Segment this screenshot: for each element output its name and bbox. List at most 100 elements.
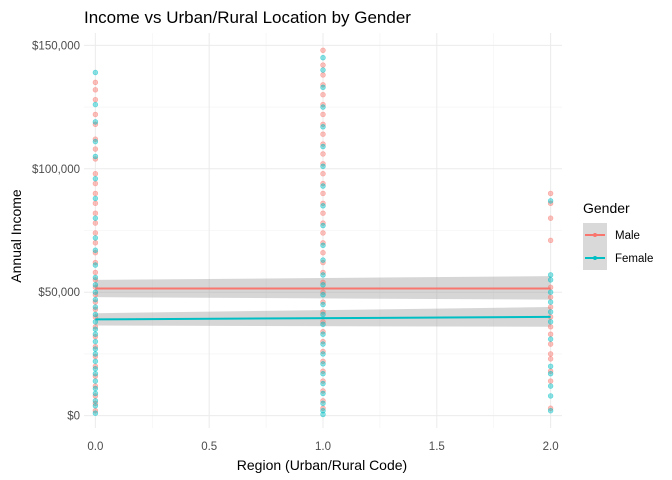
data-point-female [547,299,554,305]
data-point-female [547,383,554,389]
data-point-male [320,131,326,137]
data-point-male [92,87,99,93]
data-point-female [547,336,554,342]
data-point-male [320,151,326,157]
data-points [92,47,554,418]
data-point-female [320,104,326,110]
legend-dot-female [593,256,597,260]
data-point-female [547,309,554,315]
data-point-female [547,272,554,278]
data-point-female [547,198,554,204]
data-point-female [547,319,554,325]
data-point-female [92,296,99,303]
data-point-male [547,237,554,244]
data-point-female [92,410,99,416]
data-point-female [320,370,326,377]
data-point-female [92,311,99,318]
data-point-female [320,321,326,328]
x-tick-label: 2.0 [543,441,559,453]
data-point-male [92,240,99,246]
data-point-male [92,96,99,103]
data-point-female [320,84,326,91]
y-tick-label: $150,000 [32,40,80,52]
data-point-female [320,143,326,150]
data-point-female [320,222,326,229]
y-tick-label: $0 [67,411,80,423]
data-point-female [92,304,99,310]
data-point-female [547,277,554,283]
data-point-male [547,324,554,330]
x-tick-label: 1.0 [315,441,331,453]
data-point-male [92,146,99,152]
data-point-female [320,291,326,298]
data-point-female [92,195,99,202]
data-point-female [92,247,99,253]
data-point-female [92,175,99,182]
data-point-female [320,242,326,249]
data-point-male [92,111,99,118]
data-point-female [92,403,99,409]
legend-title: Gender [583,200,630,216]
data-point-female [92,289,99,295]
data-point-male [547,190,554,197]
data-point-male [547,341,554,347]
data-point-female [92,319,99,325]
data-point-female [92,385,99,392]
data-point-male [547,331,554,337]
data-point-female [320,400,326,407]
y-axis-title: Annual Income [8,189,24,283]
data-point-female [320,272,326,278]
data-point-female [92,235,99,241]
x-tick-label: 0.0 [87,441,103,453]
data-point-female [92,366,99,372]
data-point-male [92,190,99,197]
data-point-female [92,326,99,332]
data-point-female [547,363,554,369]
data-point-male [320,62,326,68]
data-point-female [320,301,326,308]
data-point-female [92,153,99,160]
data-point-male [320,250,326,256]
chart-title: Income vs Urban/Rural Location by Gender [84,8,411,27]
data-point-female [92,331,99,337]
legend-label-male: Male [615,230,640,242]
data-point-female [320,67,326,73]
data-point-male [92,171,99,177]
data-point-male [92,79,99,86]
data-point-male [547,356,554,362]
data-point-female [92,119,99,125]
x-tick-label: 1.5 [429,441,445,453]
data-point-male [320,47,326,53]
data-point-female [320,351,326,357]
y-axis-ticks: $0 $50,000 $100,000 $150,000 [32,40,80,422]
trend-lines [95,287,551,321]
data-point-male [320,190,326,197]
data-point-male [320,92,326,98]
data-point-female [92,346,99,352]
data-point-male [320,210,326,216]
data-point-female [320,257,326,263]
y-tick-label: $50,000 [38,287,80,299]
data-point-female [320,203,326,209]
legend-label-female: Female [615,253,653,265]
data-point-male [320,171,326,177]
data-point-female [92,358,99,365]
data-point-male [92,200,99,207]
data-point-female [320,390,326,397]
data-point-female [92,101,99,108]
legend-entry-female: Female [583,246,653,270]
data-point-female [547,393,554,399]
data-point-male [547,378,554,384]
x-tick-label: 0.5 [201,441,217,453]
trend-line-female [95,315,551,321]
data-point-male [547,304,554,310]
data-point-female [547,370,554,377]
data-point-female [92,378,99,384]
x-axis-title: Region (Urban/Rural Code) [237,457,407,473]
data-point-female [547,408,554,414]
data-point-male [92,210,99,216]
data-point-male [92,180,99,187]
data-point-female [320,183,326,189]
legend-dot-male [593,233,597,237]
data-point-female [92,274,99,281]
